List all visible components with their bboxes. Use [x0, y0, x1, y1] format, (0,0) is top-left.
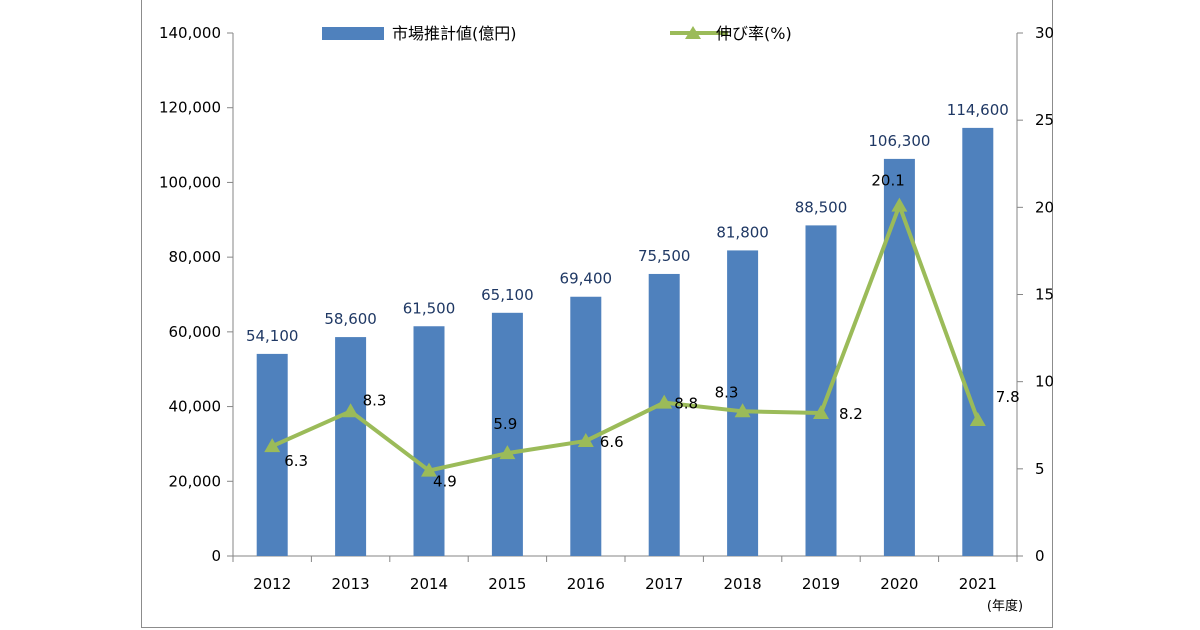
bar-value-label: 54,100 [246, 327, 299, 345]
x-tick-label: 2016 [567, 575, 605, 593]
y-right-tick-label: 25 [1035, 111, 1054, 129]
rate-value-label: 8.2 [839, 405, 863, 423]
bar [962, 127, 994, 556]
legend: 市場推計値(億円) 伸び率(%) [322, 24, 792, 43]
rate-marker [421, 462, 437, 477]
legend-triangle-marker-icon [685, 26, 701, 39]
legend-bar-label: 市場推計値(億円) [392, 24, 517, 43]
y-left-tick-label: 100,000 [159, 173, 221, 191]
rate-value-label: 8.3 [715, 383, 739, 401]
y-right-tick-label: 15 [1035, 286, 1054, 304]
rate-marker [577, 432, 594, 447]
bar [648, 273, 680, 556]
x-axis-unit: (年度) [987, 598, 1023, 614]
bar [335, 337, 367, 556]
x-tick-label: 2012 [253, 575, 291, 593]
plot-area: 0 20,000 40,000 60,000 80,000 100,000 120,000 1… [159, 24, 1054, 593]
bar-value-label: 75,500 [638, 247, 691, 265]
y-left-tick-label: 60,000 [169, 323, 222, 341]
rate-marker [342, 403, 359, 418]
rate-marker [734, 403, 751, 418]
y-left-tick-label: 40,000 [169, 398, 222, 416]
bar-value-label: 61,500 [403, 299, 456, 317]
legend-line-label: 伸び率(%) [716, 24, 792, 43]
bar [727, 250, 759, 556]
y-left-tick-label: 0 [211, 547, 221, 565]
growth-rate-line [271, 203, 980, 473]
bar-value-label: 88,500 [795, 198, 848, 216]
rate-value-label: 4.9 [433, 473, 457, 491]
bar-value-label: 114,600 [947, 101, 1009, 119]
y-right-tick-label: 5 [1035, 460, 1045, 478]
rate-value-label: 20.1 [871, 172, 904, 190]
rate-marker [656, 394, 673, 409]
y-right-tick-label: 30 [1035, 24, 1054, 42]
bar-value-label: 106,300 [868, 132, 930, 150]
x-tick-label: 2018 [724, 575, 762, 593]
rate-marker [264, 438, 281, 453]
x-tick-label: 2017 [645, 575, 683, 593]
rate-value-label: 6.6 [600, 433, 624, 451]
bar-value-label: 69,400 [560, 270, 613, 288]
chart-frame [141, 0, 1053, 628]
bar [413, 326, 445, 556]
bar-value-label: 81,800 [716, 223, 769, 241]
x-tick-label: 2020 [880, 575, 918, 593]
x-tick-label: 2019 [802, 575, 840, 593]
bar-value-label: 58,600 [324, 310, 377, 328]
rate-value-label: 8.8 [674, 395, 698, 413]
bar [256, 353, 288, 556]
y-left-tick-label: 80,000 [169, 248, 222, 266]
legend-bar-swatch [322, 27, 384, 40]
rate-marker [891, 197, 908, 212]
bar [805, 225, 837, 556]
x-tick-label: 2014 [410, 575, 448, 593]
y-left-tick-label: 20,000 [169, 472, 222, 490]
rate-value-label: 6.3 [284, 452, 308, 470]
x-tick-label: 2015 [488, 575, 526, 593]
y-left-tick-label: 120,000 [159, 99, 221, 117]
rate-value-label: 8.3 [363, 391, 387, 409]
rate-value-label: 5.9 [493, 415, 517, 433]
y-right-tick-label: 10 [1035, 373, 1054, 391]
y-right-tick-label: 0 [1035, 547, 1045, 565]
rate-value-label: 7.8 [996, 388, 1020, 406]
y-left-tick-label: 140,000 [159, 24, 221, 42]
x-tick-label: 2021 [959, 575, 997, 593]
bar [883, 158, 915, 557]
rate-marker [969, 412, 986, 427]
y-right-tick-label: 20 [1035, 198, 1054, 216]
x-tick-label: 2013 [332, 575, 370, 593]
rate-marker [813, 405, 829, 420]
bar-value-label: 65,100 [481, 286, 534, 304]
bar [570, 296, 602, 556]
rate-marker [499, 445, 516, 460]
bar [491, 312, 523, 556]
